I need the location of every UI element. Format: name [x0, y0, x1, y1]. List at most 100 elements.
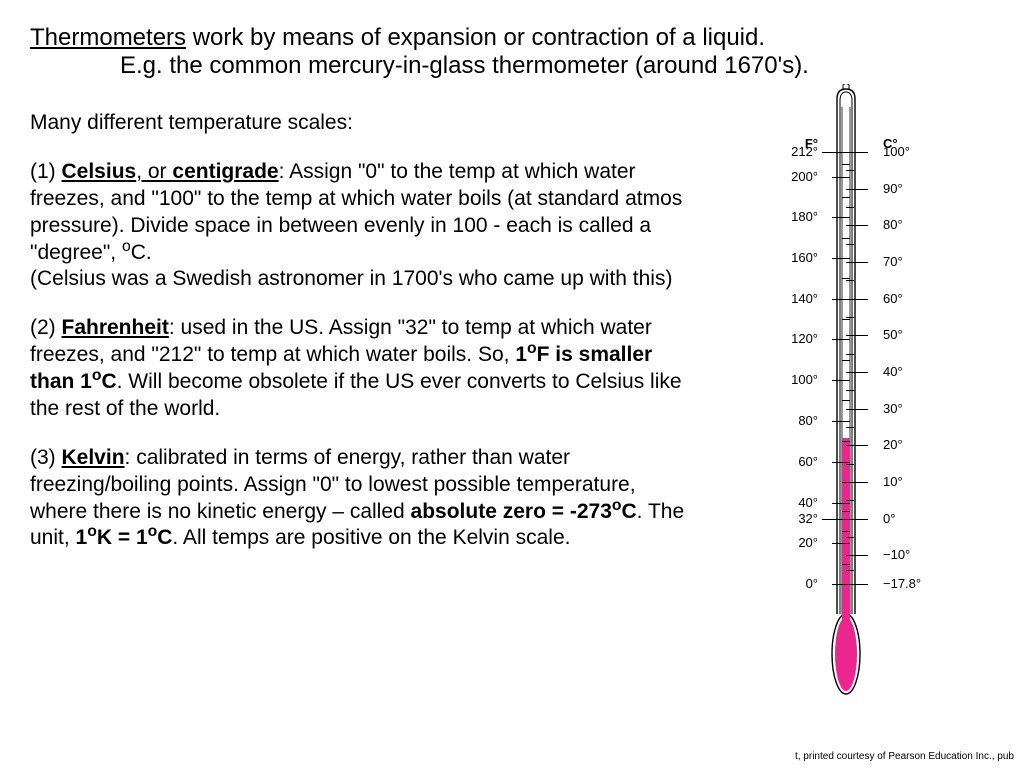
tick-mark [832, 380, 850, 381]
tick-mark [846, 445, 868, 446]
minor-tick [842, 164, 850, 165]
c-tick-label: 80° [883, 217, 903, 232]
text-column: Many different temperature scales: (1) C… [30, 110, 685, 574]
f-body-b: . Will become obsolete if the US ever co… [30, 370, 682, 420]
f-tick-label: 32° [798, 511, 818, 526]
num-prefix: (3) [30, 446, 62, 469]
minor-tick [846, 500, 854, 501]
kelvin-para: (3) Kelvin: calibrated in terms of energ… [30, 445, 685, 553]
thermometer-svg [698, 84, 998, 724]
tick-mark [832, 217, 850, 218]
minor-tick [846, 570, 854, 571]
tick-mark [832, 177, 850, 178]
f-tick-label: 160° [791, 250, 818, 265]
minor-tick [842, 400, 850, 401]
k-bold2-c: C [157, 526, 172, 549]
f-tick-label: 0° [806, 576, 818, 591]
c-tick-label: −10° [883, 547, 910, 562]
minor-tick [846, 427, 854, 428]
f-tick-label: 80° [798, 413, 818, 428]
title-keyword: Thermometers [30, 24, 186, 51]
k-bold-a: absolute zero = -273 [411, 500, 612, 523]
tick-mark [846, 555, 868, 556]
minor-tick [846, 170, 854, 171]
tick-mark [832, 543, 850, 544]
minor-tick [842, 360, 850, 361]
f-tick-label: 200° [791, 169, 818, 184]
c-tick-label: 90° [883, 181, 903, 196]
deg-sup: o [87, 523, 97, 540]
celsius-para: (1) Celsius, or centigrade: Assign "0" t… [30, 159, 685, 293]
num-prefix: (2) [30, 316, 62, 339]
minor-tick [846, 464, 854, 465]
tick-mark [846, 482, 868, 483]
k-bold2-a: 1 [76, 526, 88, 549]
minor-tick [842, 441, 850, 442]
tick-mark [832, 258, 850, 259]
f-tick-label: 212° [791, 144, 818, 159]
fahrenheit-name: Fahrenheit [62, 316, 169, 339]
minor-tick [846, 280, 854, 281]
title-line-1: Thermometers work by means of expansion … [30, 24, 994, 52]
minor-tick [842, 319, 850, 320]
k-bold2-b: K = 1 [97, 526, 148, 549]
tick-mark [846, 152, 868, 153]
unit-c: C. [131, 241, 152, 264]
attribution-text: t, printed courtesy of Pearson Education… [795, 751, 1014, 762]
kelvin-name: Kelvin [62, 446, 125, 469]
tick-mark [846, 519, 868, 520]
deg-sup: o [527, 340, 537, 357]
tick-mark [832, 339, 850, 340]
minor-tick [842, 511, 850, 512]
c-tick-label: 20° [883, 437, 903, 452]
c-tick-label: 0° [883, 511, 895, 526]
c-tick-label: 10° [883, 474, 903, 489]
thermometer-figure: F° C° 212°200°180°160°140°120°100°80°60°… [698, 84, 998, 724]
title-rest: work by means of expansion or contractio… [186, 24, 765, 51]
tick-mark [846, 409, 868, 410]
celsius-body-b: (Celsius was a Swedish astronomer in 170… [30, 267, 672, 290]
celsius-name1: Celsius [62, 160, 137, 183]
tick-mark [846, 584, 868, 585]
f-bold-c: C [101, 370, 116, 393]
tick-mark [832, 503, 850, 504]
c-tick-label: 60° [883, 291, 903, 306]
f-tick-label: 40° [798, 495, 818, 510]
minor-tick [842, 531, 850, 532]
deg-sup: o [122, 238, 131, 255]
title-block: Thermometers work by means of expansion … [30, 24, 994, 80]
intro-line: Many different temperature scales: [30, 110, 685, 137]
f-tick-label: 60° [798, 454, 818, 469]
minor-tick [842, 564, 850, 565]
celsius-sep: , or [136, 160, 172, 183]
tick-mark [846, 262, 868, 263]
f-bold-a: 1 [515, 343, 527, 366]
tick-mark [846, 189, 868, 190]
f-tick-label: 100° [791, 372, 818, 387]
c-tick-label: 40° [883, 364, 903, 379]
celsius-name2: centigrade [172, 160, 278, 183]
slide: Thermometers work by means of expansion … [0, 0, 1024, 768]
deg-sup: o [148, 523, 158, 540]
c-tick-label: 70° [883, 254, 903, 269]
minor-tick [846, 244, 854, 245]
c-tick-label: 50° [883, 327, 903, 342]
tick-mark [846, 372, 868, 373]
minor-tick [846, 354, 854, 355]
minor-tick [842, 278, 850, 279]
tick-mark [846, 299, 868, 300]
f-tick-label: 140° [791, 291, 818, 306]
minor-tick [846, 390, 854, 391]
tick-mark [832, 421, 850, 422]
fahrenheit-para: (2) Fahrenheit: used in the US. Assign "… [30, 315, 685, 423]
num-prefix: (1) [30, 160, 62, 183]
k-body-c: . All temps are positive on the Kelvin s… [172, 526, 570, 549]
minor-tick [846, 537, 854, 538]
tick-mark [846, 335, 868, 336]
c-tick-label: 100° [883, 144, 910, 159]
c-tick-label: −17.8° [883, 576, 921, 591]
minor-tick [846, 207, 854, 208]
f-tick-label: 120° [791, 331, 818, 346]
f-tick-label: 180° [791, 209, 818, 224]
c-tick-label: 30° [883, 401, 903, 416]
